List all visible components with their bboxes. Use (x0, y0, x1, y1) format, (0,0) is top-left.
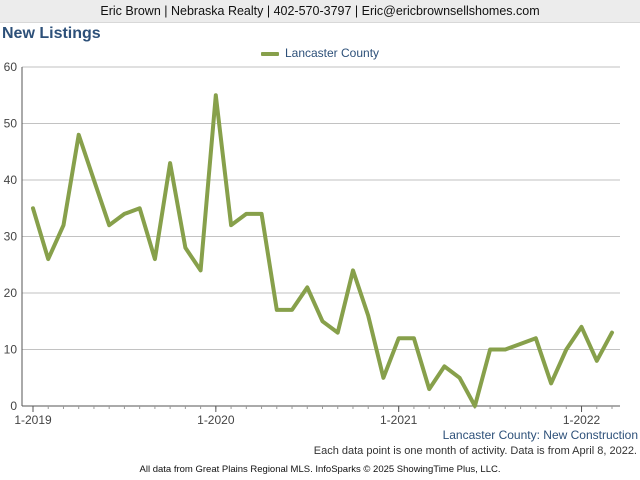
y-tick-label: 0 (10, 399, 17, 413)
data-point (229, 223, 233, 227)
x-tick-label: 1-2021 (380, 413, 418, 427)
data-point (458, 376, 462, 380)
data-point (168, 161, 172, 165)
data-point (564, 347, 568, 352)
data-point (199, 268, 203, 272)
chart-title: New Listings (2, 25, 101, 42)
data-point (397, 336, 401, 340)
x-tick-label: 1-2019 (14, 413, 52, 427)
data-point (107, 223, 111, 227)
data-point (549, 381, 553, 385)
data-point (153, 257, 157, 261)
x-tick-label: 1-2022 (563, 413, 601, 427)
x-tick-label: 1-2020 (197, 413, 235, 427)
y-tick-label: 20 (4, 286, 18, 300)
contact-text: Eric Brown | Nebraska Realty | 402-570-3… (100, 4, 540, 18)
data-point (138, 206, 142, 210)
data-point (534, 336, 538, 340)
data-point (244, 212, 248, 216)
data-point (610, 330, 614, 335)
data-note: Each data point is one month of activity… (313, 445, 637, 457)
data-point (92, 178, 96, 182)
data-point (488, 347, 492, 352)
data-point (214, 93, 218, 97)
data-point (366, 314, 370, 318)
data-point (275, 308, 279, 312)
data-point (503, 347, 507, 352)
data-point (351, 268, 355, 272)
data-point (595, 359, 599, 363)
y-tick-label: 10 (4, 343, 18, 357)
source-credit: All data from Great Plains Regional MLS.… (139, 464, 501, 475)
series-line-lancaster-county (31, 93, 614, 408)
legend-swatch (260, 51, 279, 56)
data-point (320, 319, 325, 323)
data-point (77, 133, 81, 137)
line-chart: 0 10 20 30 40 50 60 1-2019 1-2020 1-2021 1-2022 (4, 60, 620, 427)
data-point (183, 246, 187, 250)
y-tick-label: 50 (4, 117, 18, 131)
data-point (412, 336, 416, 340)
data-point (579, 325, 584, 329)
legend[interactable]: Lancaster County (0, 46, 640, 60)
data-point (46, 257, 50, 261)
data-point (61, 223, 66, 227)
data-point (305, 285, 309, 289)
data-point (336, 330, 340, 335)
data-point (442, 364, 446, 369)
data-point (473, 404, 477, 408)
y-tick-label: 30 (4, 230, 18, 244)
y-tick-label: 40 (4, 173, 18, 187)
data-point (290, 308, 294, 312)
data-point (31, 206, 35, 210)
data-point (259, 212, 264, 216)
legend-label: Lancaster County (284, 46, 380, 60)
data-point (427, 387, 431, 391)
data-point (381, 376, 386, 380)
y-tick-label: 60 (4, 60, 18, 74)
contact-header: Eric Brown | Nebraska Realty | 402-570-3… (0, 0, 640, 23)
data-point (518, 342, 523, 346)
data-point (122, 212, 127, 216)
series-caption: Lancaster County: New Construction (442, 428, 638, 442)
